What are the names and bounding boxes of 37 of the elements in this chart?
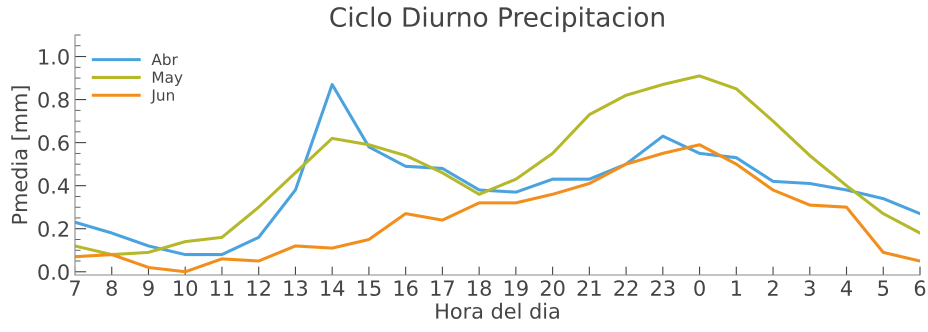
x-tick-label: 4 bbox=[840, 280, 852, 296]
y-tick-label: 0.0 bbox=[38, 264, 69, 280]
chart-title: Ciclo Diurno Precipitacion bbox=[330, 6, 664, 32]
line-series bbox=[75, 143, 920, 274]
x-tick-label: 14 bbox=[321, 280, 344, 296]
x-tick-label: 21 bbox=[578, 280, 601, 296]
y-tick-label: 1.0 bbox=[39, 48, 69, 65]
y-tick-label: 0.8 bbox=[38, 92, 69, 108]
y-tick-label: 0.2 bbox=[38, 221, 68, 237]
y-axis-title: Pmedia [mm] bbox=[11, 86, 30, 224]
x-tick-label: 10 bbox=[174, 280, 198, 296]
x-tick-label: 3 bbox=[804, 280, 815, 296]
y-tick-label: 0.4 bbox=[38, 178, 69, 194]
x-tick-label: 13 bbox=[284, 280, 308, 296]
x-tick-label: 5 bbox=[878, 280, 888, 296]
x-tick-label: 22 bbox=[614, 280, 638, 296]
x-tick-label: 20 bbox=[540, 280, 564, 296]
x-tick-label: 9 bbox=[143, 280, 154, 296]
x-tick-label: 15 bbox=[358, 280, 380, 296]
x-tick-label: 19 bbox=[504, 280, 528, 296]
x-tick-label: 1 bbox=[732, 280, 742, 296]
x-tick-label: 17 bbox=[431, 280, 454, 296]
legend-label: May bbox=[152, 72, 183, 86]
x-tick-label: 18 bbox=[468, 280, 491, 296]
x-tick-label: 8 bbox=[106, 280, 117, 296]
legend-label: Abr bbox=[152, 53, 178, 66]
legend-label: Jun bbox=[150, 89, 174, 104]
x-tick-label: 2 bbox=[768, 280, 778, 296]
x-tick-label: 6 bbox=[914, 280, 926, 296]
y-tick-label: 0.6 bbox=[38, 135, 69, 151]
x-tick-label: 23 bbox=[651, 280, 674, 296]
x-tick-label: 12 bbox=[248, 280, 270, 296]
x-tick-label: 7 bbox=[70, 280, 80, 296]
x-axis-title: Hora del dia bbox=[436, 302, 559, 319]
x-tick-label: 0 bbox=[694, 280, 705, 296]
x-tick-label: 16 bbox=[394, 280, 418, 296]
x-tick-label: 11 bbox=[210, 280, 234, 296]
